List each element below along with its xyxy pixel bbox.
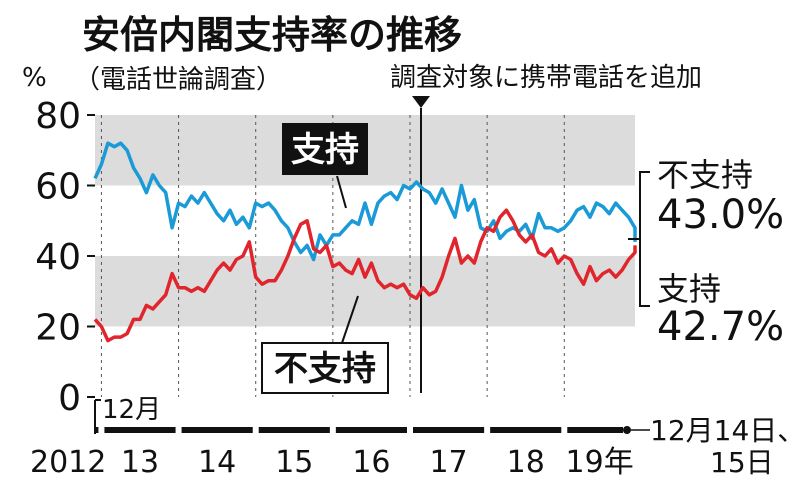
nonsupport-leader-line <box>341 295 359 344</box>
end-date-label-1: 12月14日、 <box>650 414 800 447</box>
y-tick-label: 60 <box>35 167 81 208</box>
year-label: 13 <box>121 445 159 480</box>
support-leader-line <box>336 175 347 209</box>
support-series-label: 支持 <box>291 130 359 170</box>
end-date-label-2: 15日 <box>710 446 774 479</box>
year-labels: 13 14 15 16 17 18 19年 <box>121 445 634 480</box>
year-label: 15 <box>275 445 313 480</box>
annotation-triangle <box>412 96 430 108</box>
nonsupport-series-line <box>93 208 637 343</box>
support-series-line <box>93 141 637 262</box>
x-axis-end-dot <box>623 426 631 434</box>
start-year-label: 2012 <box>30 445 106 480</box>
latest-support-value: 42.7% <box>657 304 784 350</box>
latest-nonsupport-label: 不支持 <box>657 156 753 194</box>
nonsupport-series-label: 不支持 <box>274 349 376 389</box>
y-tick-label: 40 <box>35 237 81 278</box>
x-axis-year-segment <box>490 427 562 433</box>
support-label-box: 支持 <box>282 123 368 209</box>
annotation-text: 調査対象に携帯電話を追加 <box>390 63 702 93</box>
x-axis-year-segment <box>335 427 407 433</box>
chart-title: 安倍内閣支持率の推移 <box>82 13 462 57</box>
nonsupport-label-box: 不支持 <box>261 295 389 394</box>
y-tick-label: 80 <box>35 96 81 137</box>
y-axis-ticks: 0 20 40 60 80 <box>35 96 95 419</box>
latest-support-label: 支持 <box>657 270 721 308</box>
y-unit-label: % <box>22 63 47 93</box>
year-label: 19年 <box>566 445 634 480</box>
x-axis-2012-segment <box>95 427 99 433</box>
x-axis <box>94 399 650 434</box>
grid-band-0 <box>95 256 635 327</box>
chart-subtitle: （電話世論調査） <box>74 65 282 95</box>
series-lines <box>93 141 637 343</box>
year-label: 18 <box>507 445 545 480</box>
y-tick-label: 20 <box>35 308 81 349</box>
x-axis-year-segment <box>104 427 176 433</box>
y-tick-label: 0 <box>58 378 81 419</box>
latest-nonsupport-value: 43.0% <box>657 192 784 238</box>
year-label: 14 <box>198 445 236 480</box>
start-month-label: 12月 <box>102 395 161 425</box>
x-axis-year-segment <box>258 427 330 433</box>
year-label: 17 <box>429 445 467 480</box>
x-axis-year-segment <box>413 427 485 433</box>
year-label: 16 <box>352 445 390 480</box>
latest-bracket <box>639 171 650 307</box>
x-axis-year-segment <box>567 427 623 433</box>
x-axis-year-segment <box>181 427 253 433</box>
